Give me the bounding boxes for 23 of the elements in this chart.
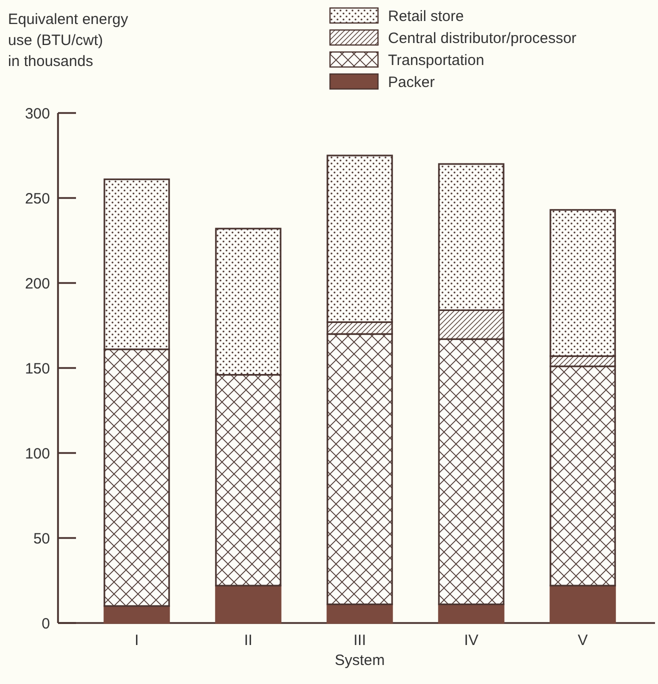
bar: [326, 604, 393, 624]
x-tick-label: II: [244, 632, 252, 649]
y-tick-label: 300: [24, 105, 50, 122]
x-tick-label: III: [353, 632, 366, 649]
y-tick-label: 200: [24, 275, 50, 292]
bar: [438, 604, 504, 624]
bar: [215, 584, 282, 624]
bar: [104, 605, 170, 624]
legend-label: Retail store: [388, 8, 464, 25]
legend-label: Transportation: [388, 52, 484, 69]
x-tick-label: IV: [464, 632, 478, 649]
y-tick-label: 150: [24, 360, 50, 378]
legend-label: Central distributor/processor: [388, 30, 576, 47]
y-tick-label: 100: [24, 445, 50, 462]
x-tick-label: V: [578, 632, 588, 649]
x-axis-title: System: [334, 652, 385, 669]
bar: [550, 584, 616, 624]
legend-label: Packer: [388, 74, 435, 91]
x-tick-label: I: [134, 632, 139, 649]
y-tick-label: 0: [42, 615, 50, 632]
y-tick-label: 250: [24, 190, 50, 208]
y-tick-label: 50: [33, 530, 50, 548]
y-axis-title: Equivalent energy use (BTU/cwt) in thousands: [8, 11, 129, 70]
